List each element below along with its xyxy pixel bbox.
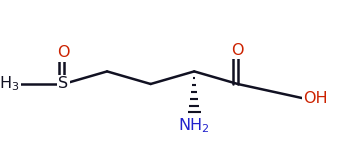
- Text: CH$_3$: CH$_3$: [0, 75, 20, 93]
- Text: O: O: [57, 45, 70, 60]
- Text: OH: OH: [303, 91, 328, 106]
- Text: S: S: [58, 76, 69, 92]
- Text: O: O: [232, 43, 244, 58]
- Text: NH$_2$: NH$_2$: [179, 117, 210, 135]
